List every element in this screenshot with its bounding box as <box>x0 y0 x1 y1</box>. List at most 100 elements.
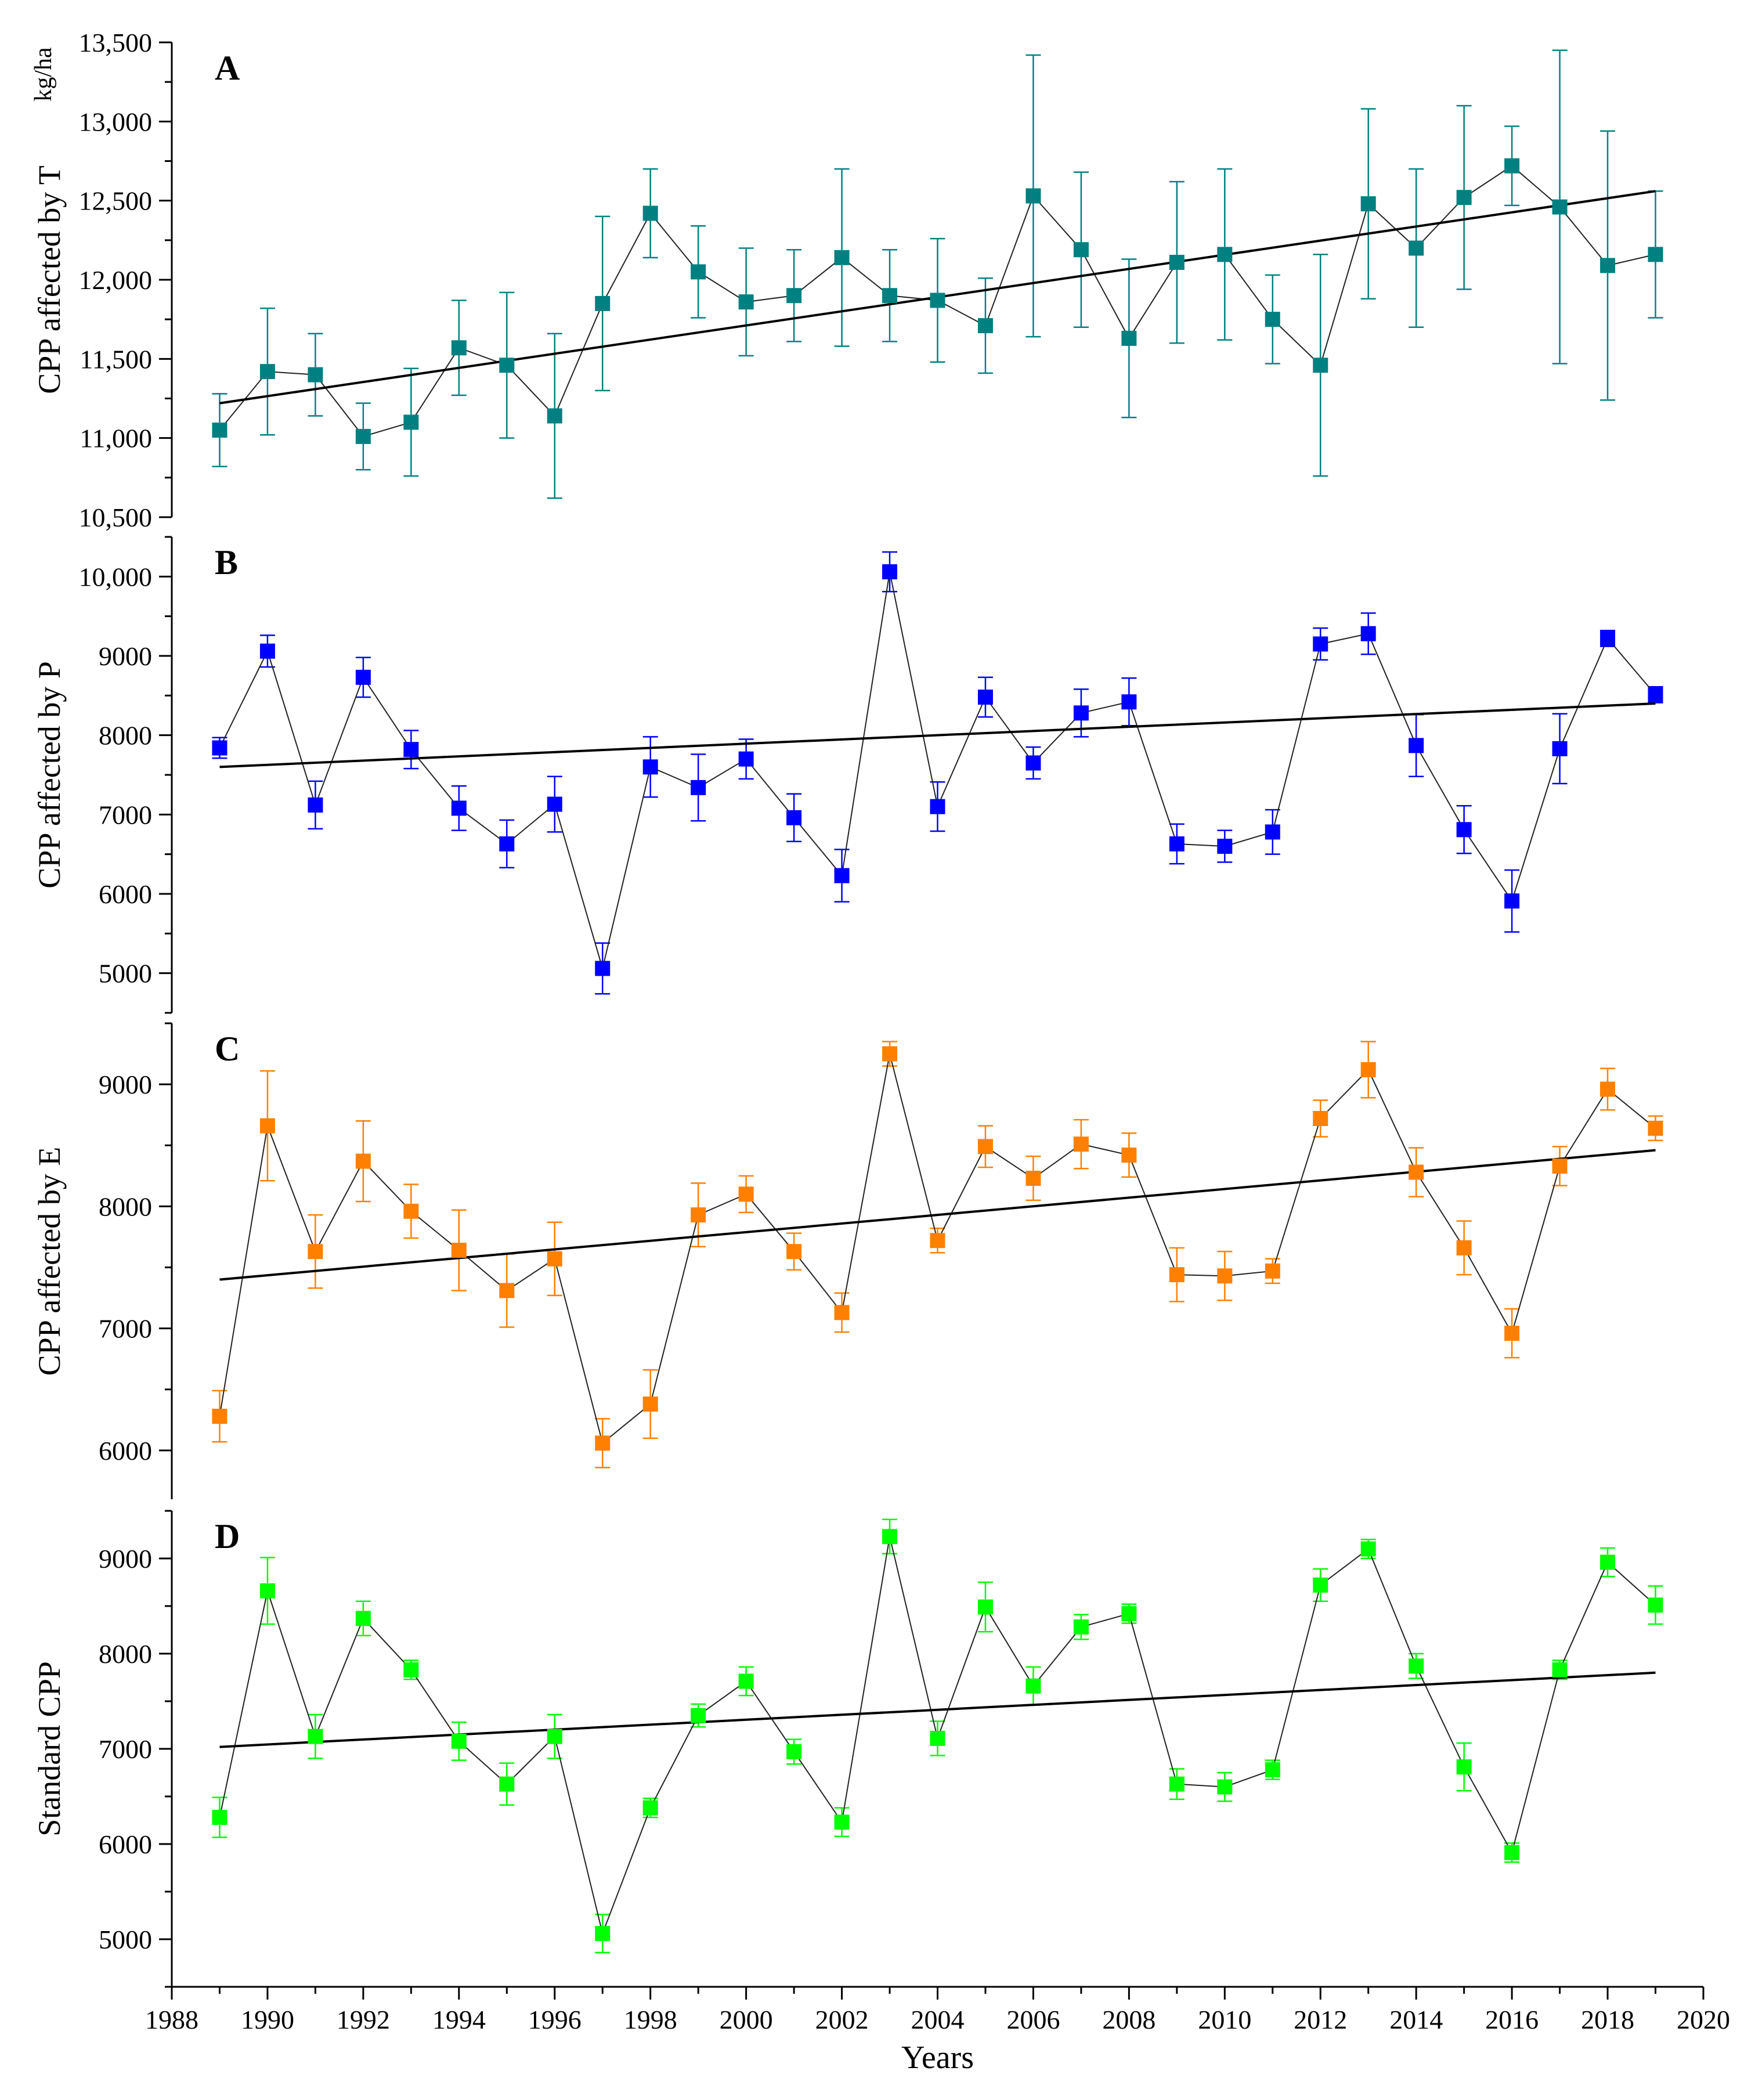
data-point <box>834 1814 850 1830</box>
x-tick-label: 2012 <box>1294 2005 1347 2034</box>
y-tick-label: 7000 <box>99 1734 152 1764</box>
data-point <box>977 1139 993 1154</box>
data-point <box>738 1673 754 1689</box>
data-point <box>882 564 898 580</box>
x-tick-label: 2018 <box>1581 2005 1634 2034</box>
data-point <box>1313 1111 1328 1126</box>
data-point <box>547 408 562 424</box>
y-axis-title: Standard CPP <box>32 1661 67 1836</box>
data-point <box>403 1203 419 1219</box>
panel-c: 6000 7000 8000 9000 CPP affected by E C <box>32 1022 1663 1499</box>
data-point <box>1121 330 1137 346</box>
series-line <box>219 571 1656 971</box>
data-point <box>1456 1240 1472 1255</box>
data-point <box>1025 1678 1041 1694</box>
data-point <box>1265 1263 1280 1279</box>
data-point <box>547 796 562 812</box>
data-point <box>1360 626 1376 641</box>
y-tick-label: 5000 <box>99 959 152 988</box>
y-tick-label: 5000 <box>99 1925 152 1954</box>
data-point <box>1409 1164 1424 1180</box>
data-point <box>595 1926 611 1942</box>
x-tick-label: 2020 <box>1677 2005 1730 2034</box>
data-point <box>1600 1081 1616 1097</box>
data-point <box>403 742 419 757</box>
data-point <box>451 1243 467 1258</box>
data-point <box>259 1118 275 1134</box>
y-tick-label: 11,000 <box>80 424 152 453</box>
data-point <box>355 428 371 444</box>
data-point <box>1504 1845 1520 1860</box>
data-point <box>1073 705 1089 721</box>
data-point <box>977 690 993 705</box>
data-point <box>1648 1120 1663 1136</box>
data-point <box>1313 358 1328 373</box>
data-point <box>930 1233 945 1249</box>
data-point <box>1552 199 1568 215</box>
data-point <box>1648 687 1663 702</box>
data-point <box>308 1729 323 1744</box>
data-point <box>451 340 467 356</box>
panel-d: 5000 6000 7000 8000 9000 Standard CPP D <box>32 1510 1663 1988</box>
data-point <box>691 1207 706 1223</box>
trend-line <box>219 1149 1656 1281</box>
data-point <box>977 1599 993 1615</box>
data-point <box>691 1708 706 1723</box>
y-tick-label: 6000 <box>99 879 152 909</box>
x-tick-label: 1996 <box>528 2005 582 2034</box>
data-point <box>1025 755 1041 771</box>
data-point <box>930 293 945 308</box>
data-point <box>930 1730 945 1746</box>
data-point <box>212 423 228 438</box>
data-point <box>642 1800 658 1816</box>
data-point <box>595 295 611 311</box>
data-point <box>1217 247 1233 262</box>
y-tick-label: 12,500 <box>79 186 153 216</box>
y-tick-label: 13,500 <box>79 28 153 57</box>
data-point <box>977 318 993 334</box>
panel-letter: C <box>215 1030 240 1068</box>
data-point <box>1552 1662 1568 1677</box>
data-point <box>882 1529 898 1545</box>
data-point <box>642 759 658 775</box>
data-point <box>1456 1759 1472 1775</box>
trend-line <box>219 702 1656 768</box>
data-point <box>355 1611 371 1626</box>
data-point <box>212 1810 228 1825</box>
data-point <box>930 799 945 814</box>
panel-a: 10,500 11,000 11,500 12,000 12,500 13,000 13,5… <box>30 28 1663 532</box>
data-point <box>1600 258 1616 273</box>
y-axis-title: CPP affected by P <box>32 661 67 888</box>
data-point <box>595 1435 611 1451</box>
data-point <box>451 1733 467 1749</box>
data-point <box>259 364 275 380</box>
y-tick-label: 9000 <box>99 1070 152 1099</box>
data-point <box>1409 738 1424 753</box>
y-tick-label: 6000 <box>99 1436 152 1466</box>
data-point <box>1265 312 1280 327</box>
data-point <box>1217 1268 1233 1284</box>
data-point <box>499 358 515 373</box>
data-point <box>547 1251 562 1267</box>
data-point <box>1360 1541 1376 1557</box>
data-point <box>1025 1171 1041 1186</box>
x-axis-title: Years <box>901 2040 974 2076</box>
data-point <box>786 1744 802 1759</box>
x-tick-label: 2000 <box>720 2005 773 2034</box>
data-point <box>595 961 611 976</box>
x-tick-label: 1992 <box>337 2005 390 2034</box>
y-axis-unit: kg/ha <box>30 47 57 102</box>
data-point <box>786 288 802 304</box>
data-point <box>1169 255 1185 270</box>
data-point <box>1217 1779 1233 1795</box>
data-point <box>1169 1776 1185 1792</box>
data-point <box>834 868 850 883</box>
y-axis-title: CPP affected by T <box>32 165 67 394</box>
data-point <box>308 797 323 813</box>
data-point <box>1169 1267 1185 1283</box>
x-tick-label: 2006 <box>1006 2005 1060 2034</box>
data-point <box>1504 158 1520 174</box>
y-tick-label: 7000 <box>99 1314 152 1344</box>
y-tick-label: 8000 <box>99 721 152 750</box>
data-point <box>1265 1762 1280 1778</box>
